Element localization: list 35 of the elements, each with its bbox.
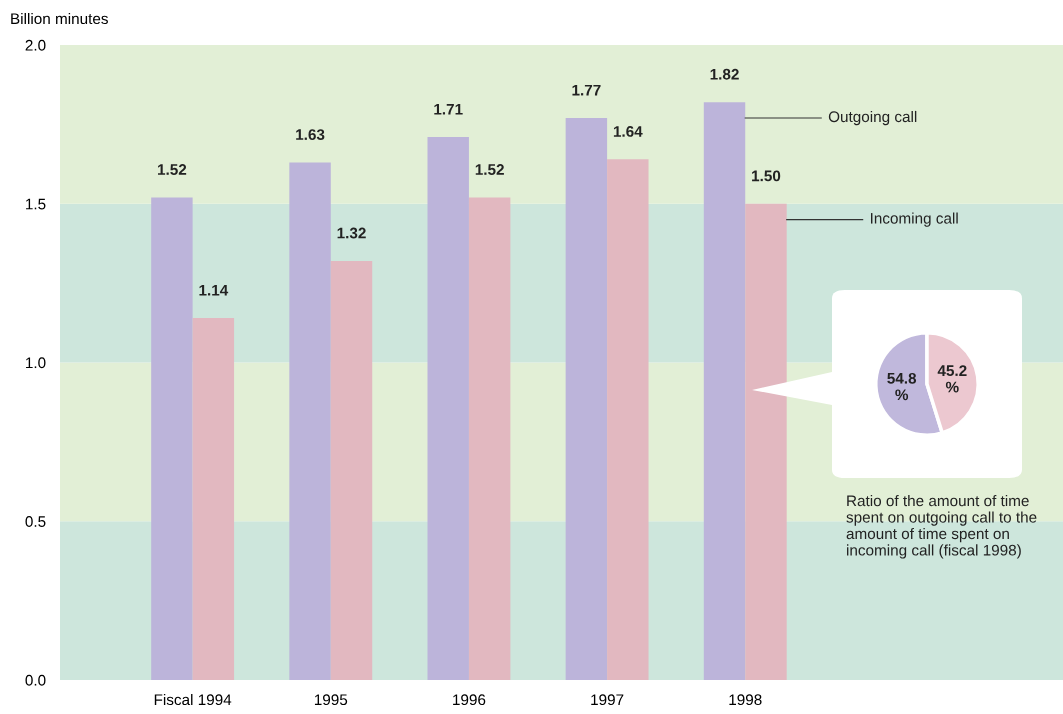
data-label: 1.77 xyxy=(572,84,601,96)
data-label: 1.64 xyxy=(613,126,643,137)
text: Ratio of the amount of time spent on outgoing call to the amount of time spent on incoming call (fiscal 1998) xyxy=(846,495,1037,559)
x-tick-label: 1995 xyxy=(314,694,348,706)
data-label: 45.2 % xyxy=(937,365,967,393)
y-tick-label: 2.0 xyxy=(25,39,46,51)
data-label: 1.32 xyxy=(337,227,366,239)
x-tick-label: 1996 xyxy=(453,694,486,706)
data-label: 1.14 xyxy=(199,284,229,296)
bar xyxy=(427,137,469,680)
bar xyxy=(192,318,235,680)
data-label: 1.50 xyxy=(752,170,781,182)
bar xyxy=(565,118,608,680)
data-label: 1.71 xyxy=(434,103,463,115)
y-tick-label: 1.5 xyxy=(26,198,46,210)
bar xyxy=(330,260,373,680)
x-tick-label: Fiscal 1994 xyxy=(154,693,232,706)
y-tick-label: 0.0 xyxy=(25,674,46,686)
data-label: 1.52 xyxy=(158,164,187,175)
bar xyxy=(703,102,746,680)
x-tick-label: 1997 xyxy=(591,694,624,706)
bar xyxy=(151,197,193,680)
data-label: 1.63 xyxy=(296,129,325,141)
y-tick-label: 1.0 xyxy=(26,357,46,369)
y-axis-title: Billion minutes xyxy=(11,12,108,25)
text: Outgoing call xyxy=(828,110,917,126)
text: Incoming call xyxy=(870,212,958,227)
bar xyxy=(468,197,511,680)
x-tick-label: 1998 xyxy=(729,694,762,706)
data-label: 1.82 xyxy=(710,68,739,80)
bar xyxy=(607,159,649,680)
data-label: 1.52 xyxy=(475,164,504,175)
y-tick-label: 0.5 xyxy=(25,516,46,527)
data-label: 54.8 % xyxy=(887,372,917,401)
bar xyxy=(289,162,331,680)
